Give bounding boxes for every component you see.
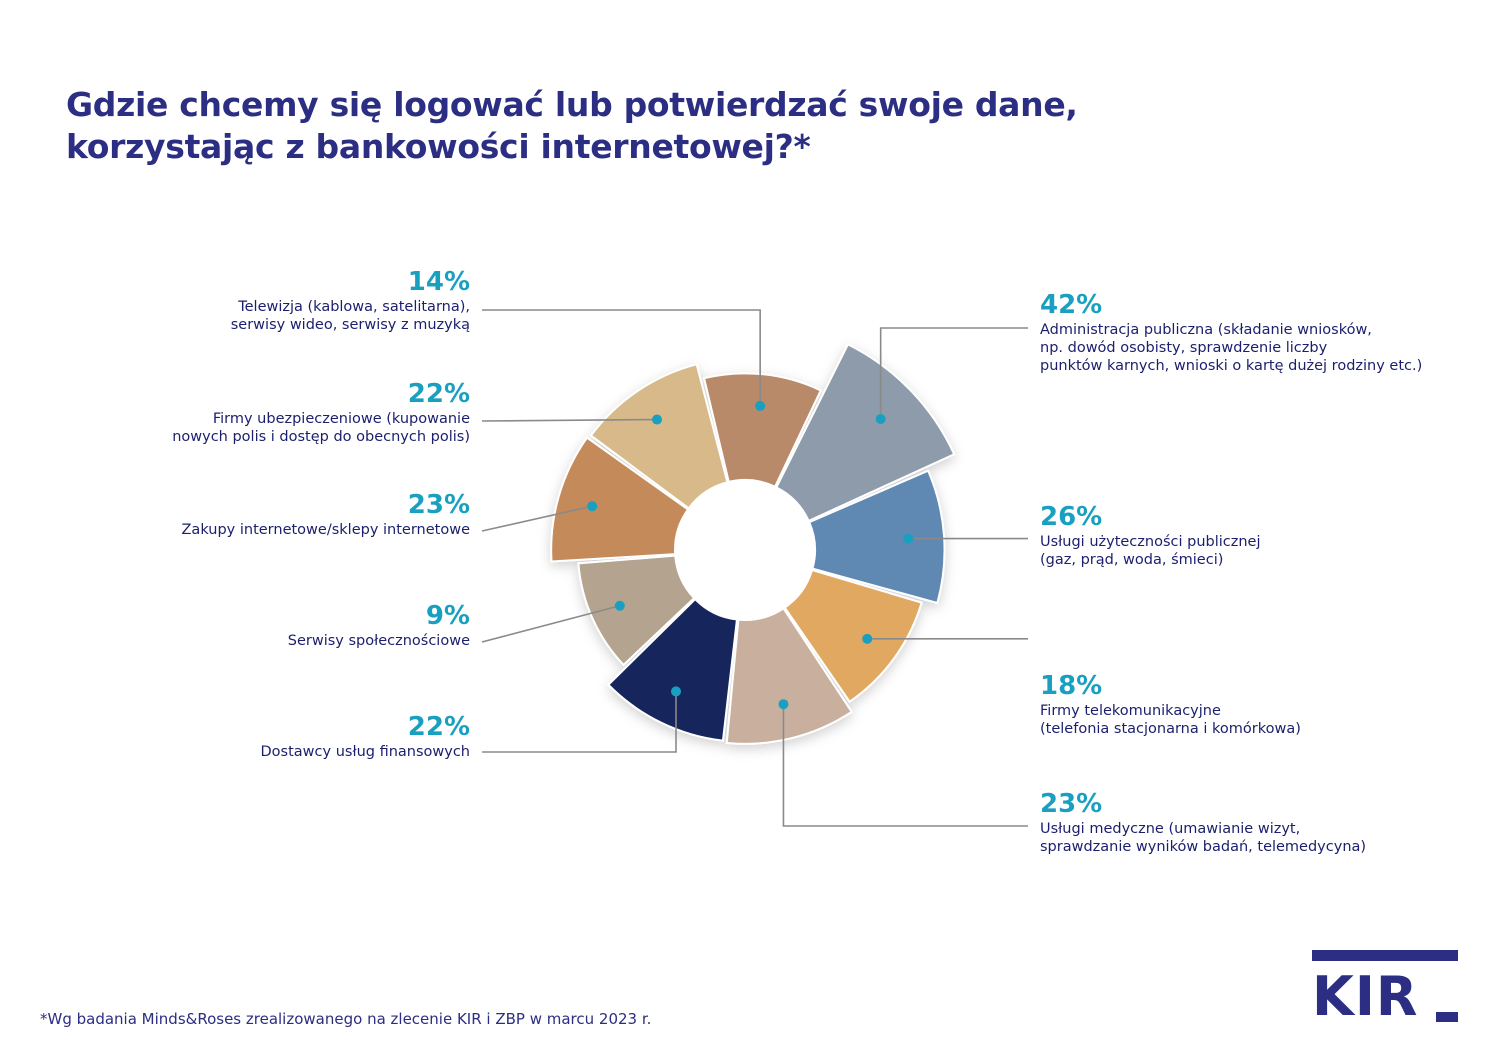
label-social: 9% Serwisy społecznościowe	[40, 602, 470, 650]
label-medical-desc: Usługi medyczne (umawianie wizyt, sprawd…	[1040, 821, 1367, 855]
label-shopping: 23% Zakupy internetowe/sklepy internetow…	[40, 490, 471, 539]
leader-dot-medical	[778, 699, 789, 710]
label-medical: 23% Usługi medyczne (umawianie wizyt, sp…	[1040, 790, 1470, 856]
label-telecom-pct: 18%	[1040, 671, 1103, 701]
label-financial-desc: Dostawcy usług finansowych	[260, 744, 470, 760]
label-insurance-pct: 22%	[407, 379, 470, 409]
title-line-1: Gdzie chcemy się logować lub potwierdzać…	[66, 85, 1078, 124]
leader-dot-utilities	[903, 533, 914, 544]
label-social-pct: 9%	[425, 601, 470, 631]
leader-dot-financial	[671, 686, 682, 697]
leader-dot-telecom	[862, 633, 873, 644]
leader-line-tv	[482, 309, 761, 406]
label-admin-pct: 42%	[1040, 290, 1103, 320]
title-line-2: korzystając z bankowości internetowej?*	[66, 127, 811, 166]
leader-dot-admin	[875, 413, 886, 424]
label-telecom-desc: Firmy telekomunikacyjne (telefonia stacj…	[1040, 703, 1301, 737]
leader-dot-shopping	[587, 501, 598, 512]
leader-line-admin	[879, 327, 1028, 419]
label-social-desc: Serwisy społecznościowe	[287, 633, 470, 649]
label-insurance-desc: Firmy ubezpieczeniowe (kupowanie nowych …	[172, 411, 470, 445]
leader-line-medical	[782, 704, 1028, 827]
leader-line-insurance	[481, 418, 658, 422]
label-utilities-desc: Usługi użyteczności publicznej (gaz, prą…	[1040, 534, 1261, 568]
leader-dot-insurance	[652, 414, 663, 425]
logo-dash	[1436, 1012, 1458, 1022]
label-insurance: 22% Firmy ubezpieczeniowe (kupowanie now…	[40, 380, 470, 446]
slice-social	[577, 554, 696, 667]
label-tv: 14% Telewizja (kablowa, satelitarna), se…	[40, 268, 470, 334]
label-financial-pct: 22%	[407, 712, 470, 742]
label-financial: 22% Dostawcy usług finansowych	[40, 713, 470, 761]
label-tv-pct: 14%	[407, 267, 470, 297]
donut-hole	[675, 480, 815, 620]
logo-text: KIR	[1312, 965, 1419, 1028]
leader-dot-social	[614, 600, 625, 611]
label-tv-desc: Telewizja (kablowa, satelitarna), serwis…	[230, 299, 470, 333]
label-shopping-desc: Zakupy internetowe/sklepy internetowe	[181, 522, 471, 538]
page-title: Gdzie chcemy się logować lub potwierdzać…	[66, 84, 1166, 168]
label-utilities-pct: 26%	[1040, 502, 1103, 532]
label-utilities: 26% Usługi użyteczności publicznej (gaz,…	[1040, 503, 1470, 569]
leader-dot-tv	[755, 400, 766, 411]
label-medical-pct: 23%	[1040, 789, 1103, 819]
label-admin: 42% Administracja publiczna (składanie w…	[1040, 291, 1480, 375]
label-shopping-pct: 23%	[407, 490, 470, 520]
label-admin-desc: Administracja publiczna (składanie wnios…	[1040, 322, 1423, 374]
logo-bar	[1312, 950, 1458, 961]
kir-logo: KIR	[1312, 950, 1460, 1026]
leader-line-financial	[482, 691, 677, 753]
leader-line-social	[481, 604, 620, 643]
label-telecom: 18% Firmy telekomunikacyjne (telefonia s…	[1040, 672, 1470, 738]
leader-line-shopping	[481, 505, 593, 532]
footnote: *Wg badania Minds&Roses zrealizowanego n…	[40, 1010, 652, 1028]
